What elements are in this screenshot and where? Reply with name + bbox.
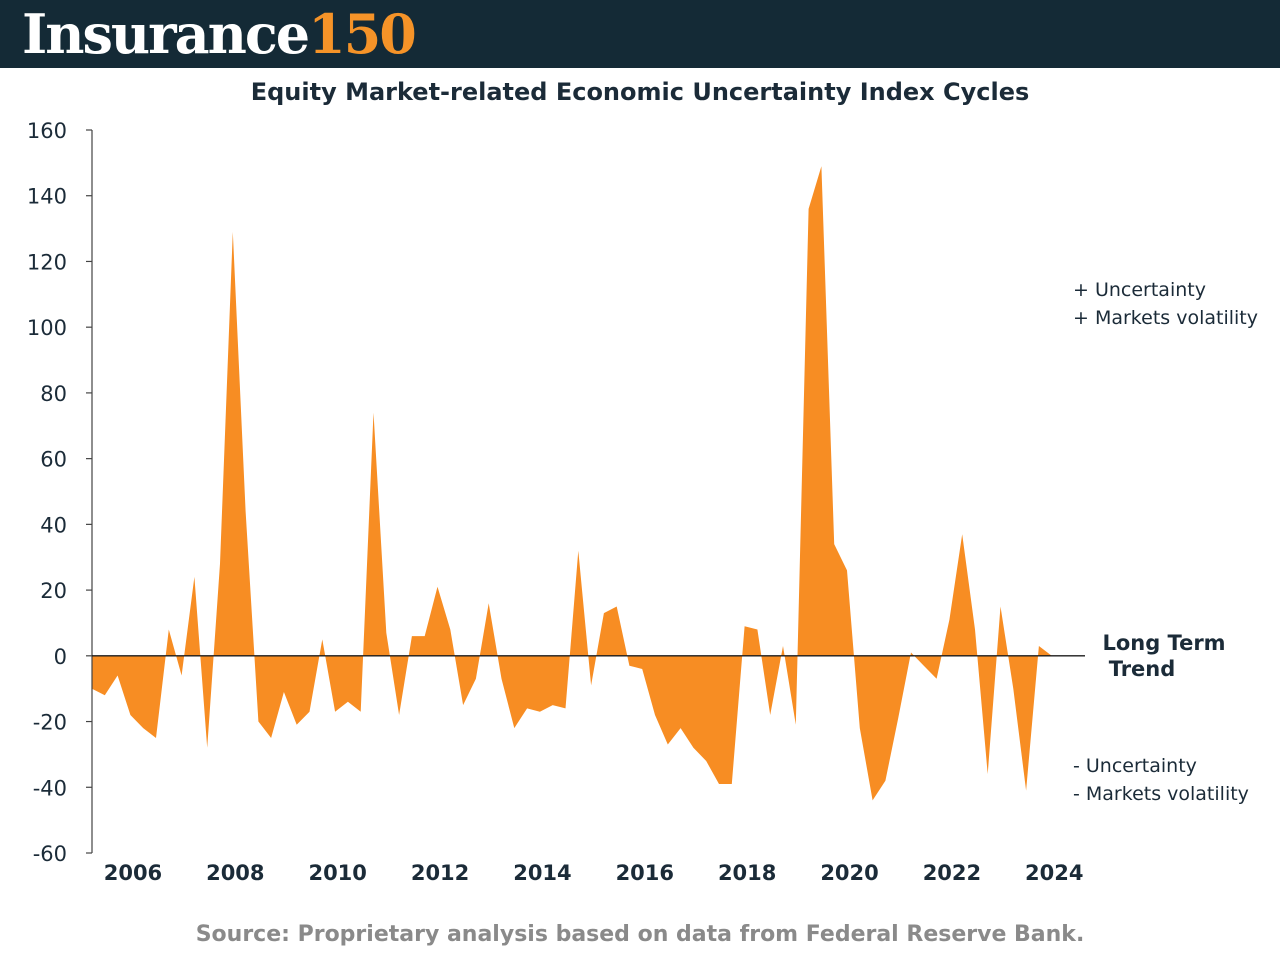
baseline-label-line1: Long Term [1102, 631, 1225, 655]
logo-word: Insurance [22, 2, 310, 66]
x-tick-label: 2016 [616, 861, 674, 885]
x-tick-label: 2020 [820, 861, 878, 885]
y-tick-label: 120 [27, 250, 67, 274]
x-axis-ticks: 2006 2008 2010 2012 2014 2016 2018 2020 2022 2024 [104, 861, 1084, 885]
area-series [92, 166, 1065, 801]
x-tick-label: 2008 [206, 861, 264, 885]
y-axis-ticks: 160 140 120 100 80 60 40 20 0 -20 -40 -60 [27, 119, 92, 866]
uncertainty-chart: Equity Market-related Economic Uncertain… [27, 78, 1258, 885]
y-tick-label: 0 [54, 645, 67, 669]
x-tick-label: 2024 [1025, 861, 1083, 885]
y-tick-label: 60 [40, 448, 67, 472]
x-tick-label: 2022 [923, 861, 981, 885]
x-tick-label: 2012 [411, 861, 469, 885]
x-tick-label: 2010 [308, 861, 366, 885]
y-tick-label: 140 [27, 185, 67, 209]
upper-annotation-line1: + Uncertainty [1073, 279, 1206, 301]
y-tick-label: 160 [27, 119, 67, 143]
header-banner: Insurance150 [0, 0, 1280, 68]
y-tick-label: 100 [27, 316, 67, 340]
chart-title: Equity Market-related Economic Uncertain… [251, 78, 1030, 106]
y-tick-label: 20 [40, 579, 67, 603]
lower-annotation-line1: - Uncertainty [1073, 755, 1197, 777]
x-tick-label: 2006 [104, 861, 162, 885]
y-tick-label: 80 [40, 382, 67, 406]
y-tick-label: -60 [33, 842, 67, 866]
upper-annotation-line2: + Markets volatility [1073, 307, 1258, 329]
y-tick-label: -40 [33, 776, 67, 800]
y-tick-label: 40 [40, 513, 67, 537]
source-note: Source: Proprietary analysis based on da… [195, 922, 1085, 947]
lower-annotation-line2: - Markets volatility [1073, 783, 1249, 805]
brand-logo: Insurance150 [22, 0, 417, 68]
y-tick-label: -20 [33, 711, 67, 735]
x-tick-label: 2018 [718, 861, 776, 885]
baseline-label-line2: Trend [1109, 657, 1176, 681]
logo-number: 150 [308, 2, 417, 66]
x-tick-label: 2014 [513, 861, 571, 885]
